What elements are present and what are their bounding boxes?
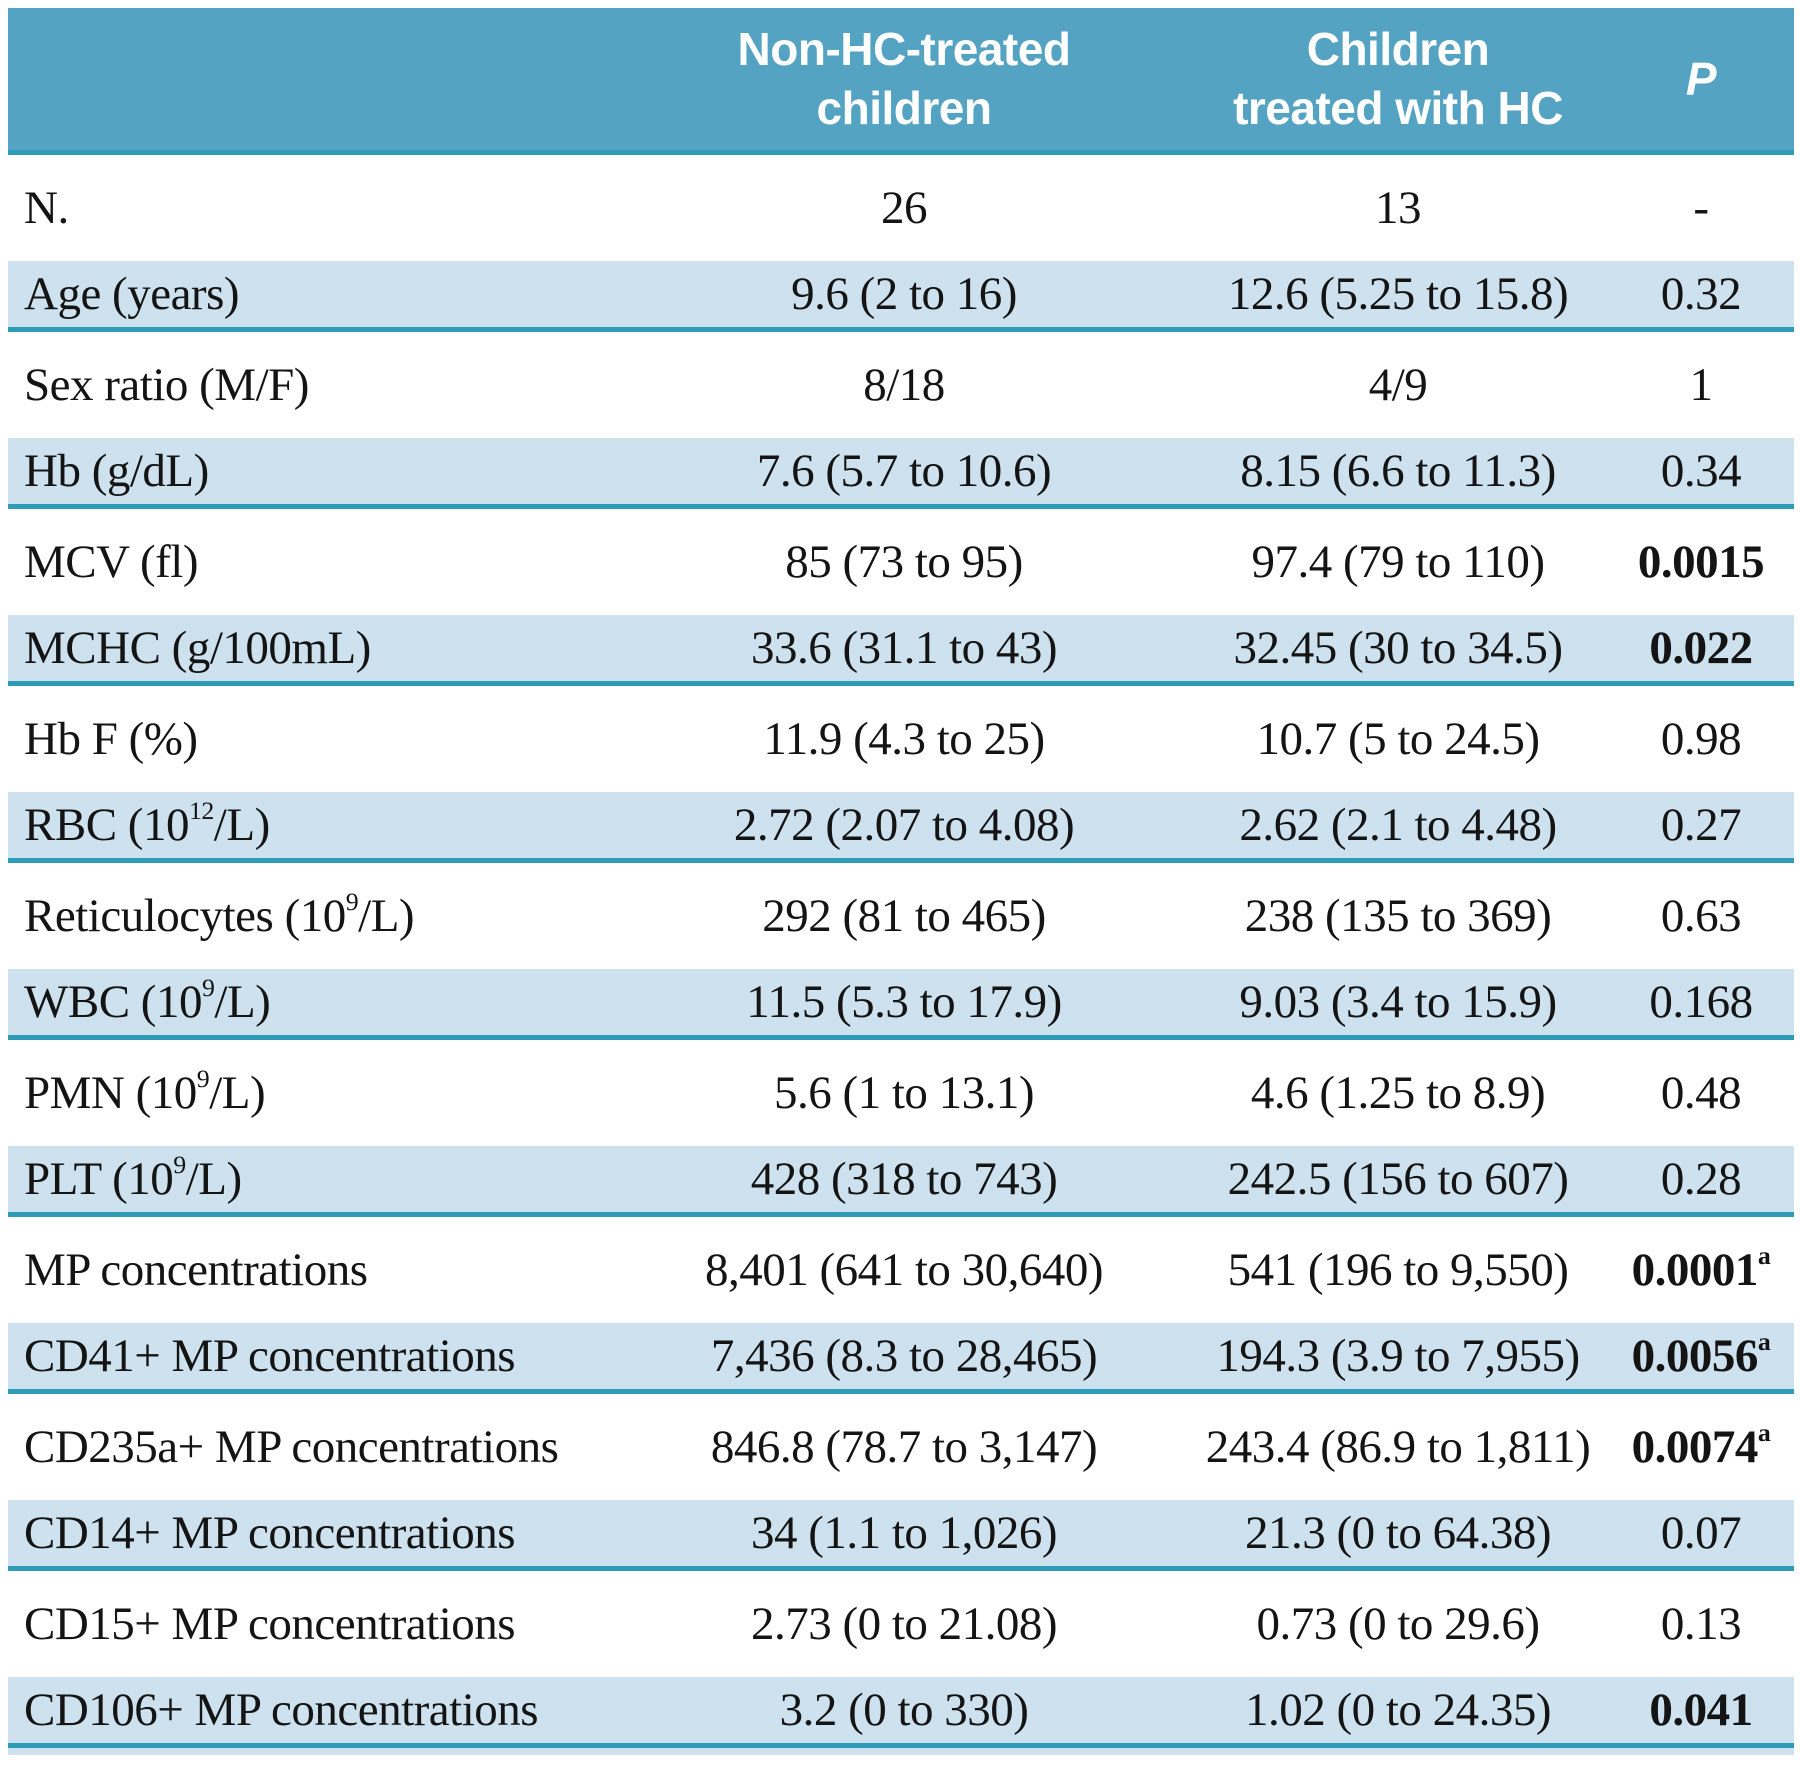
hc-value: 243.4 (86.9 to 1,811): [1205, 1420, 1591, 1473]
row-label: CD41+ MP concentrations: [24, 1329, 516, 1382]
hc-value: 12.6 (5.25 to 15.8): [1227, 267, 1569, 320]
hc-value: 1.02 (0 to 24.35): [1244, 1683, 1552, 1736]
table-row: Hb (g/dL) 7.6 (5.7 to 10.6) 8.15 (6.6 to…: [8, 438, 1794, 509]
row-label: PLT (10 9/L): [24, 1149, 242, 1205]
non-hc-value: 33.6 (31.1 to 43): [750, 621, 1058, 674]
hc-value: 0.73 (0 to 29.6): [1256, 1597, 1540, 1650]
comparison-table: Non-HC-treated children Children treated…: [8, 8, 1794, 1755]
table-body: N. 26 13 - Age (years) 9.6 (2 to 16) 12.…: [8, 155, 1794, 1748]
p-value: 0.98: [1660, 712, 1742, 765]
table-row: Hb F (%) 11.9 (4.3 to 25) 10.7 (5 to 24.…: [8, 686, 1794, 792]
non-hc-value: 292 (81 to 465): [762, 889, 1046, 942]
table-row: CD15+ MP concentrations 2.73 (0 to 21.08…: [8, 1571, 1794, 1677]
non-hc-value: 11.5 (5.3 to 17.9): [746, 975, 1062, 1028]
table-row: PMN (10 9/L) 5.6 (1 to 13.1) 4.6 (1.25 to…: [8, 1040, 1794, 1146]
table-row: MCV (fl) 85 (73 to 95) 97.4 (79 to 110) …: [8, 509, 1794, 615]
p-value: 0.28: [1660, 1152, 1742, 1205]
non-hc-value: 7.6 (5.7 to 10.6): [756, 444, 1052, 497]
table-row: Age (years) 9.6 (2 to 16) 12.6 (5.25 to …: [8, 261, 1794, 332]
non-hc-value: 5.6 (1 to 13.1): [773, 1066, 1035, 1119]
non-hc-value: 8,401 (641 to 30,640): [704, 1243, 1104, 1296]
row-label: RBC (10 12/L): [24, 795, 270, 851]
row-label: CD235a+ MP concentrations: [24, 1420, 559, 1473]
hc-value: 541 (196 to 9,550): [1227, 1243, 1569, 1296]
row-label: N.: [24, 181, 69, 234]
non-hc-value: 9.6 (2 to 16): [791, 267, 1017, 320]
non-hc-value: 85 (73 to 95): [785, 535, 1023, 588]
table-row: Reticulocytes (10 9/L) 292 (81 to 465) 23…: [8, 863, 1794, 969]
row-label: Hb F (%): [24, 712, 198, 765]
row-label: MP concentrations: [24, 1243, 368, 1296]
row-label: CD106+ MP concentrations: [24, 1683, 539, 1736]
header-treated-with-hc: Children treated with HC: [1233, 23, 1563, 134]
table-row: CD41+ MP concentrations 7,436 (8.3 to 28…: [8, 1323, 1794, 1394]
p-value: 0.0056 a: [1631, 1326, 1771, 1382]
header-non-hc-treated: Non-HC-treated children: [737, 23, 1071, 134]
non-hc-value: 2.73 (0 to 21.08): [750, 1597, 1058, 1650]
p-value: 0.0015: [1637, 535, 1765, 588]
row-label: PMN (10 9/L): [24, 1063, 266, 1119]
row-label: WBC (10 9/L): [24, 972, 271, 1028]
row-label: MCV (fl): [24, 535, 199, 588]
row-label: CD15+ MP concentrations: [24, 1597, 516, 1650]
hc-value: 4.6 (1.25 to 8.9): [1250, 1066, 1546, 1119]
hc-value: 238 (135 to 369): [1244, 889, 1552, 942]
non-hc-value: 428 (318 to 743): [750, 1152, 1058, 1205]
p-value: 0.041: [1649, 1683, 1753, 1736]
table-row: Sex ratio (M/F) 8/18 4/9 1: [8, 332, 1794, 438]
row-label: CD14+ MP concentrations: [24, 1506, 516, 1559]
hc-value: 194.3 (3.9 to 7,955): [1216, 1329, 1580, 1382]
hc-value: 4/9: [1368, 358, 1428, 411]
table-row: CD106+ MP concentrations 3.2 (0 to 330) …: [8, 1677, 1794, 1748]
hc-value: 32.45 (30 to 34.5): [1233, 621, 1563, 674]
row-label: Sex ratio (M/F): [24, 358, 309, 411]
table-bottom-strip: [8, 1748, 1794, 1755]
table-header-row: Non-HC-treated children Children treated…: [8, 8, 1794, 155]
p-value: -: [1693, 181, 1709, 234]
non-hc-value: 2.72 (2.07 to 4.08): [733, 798, 1075, 851]
p-value: 0.07: [1660, 1506, 1742, 1559]
p-value: 0.13: [1660, 1597, 1742, 1650]
table-row: CD235a+ MP concentrations 846.8 (78.7 to…: [8, 1394, 1794, 1500]
row-label: MCHC (g/100mL): [24, 621, 371, 674]
p-value: 0.34: [1660, 444, 1742, 497]
non-hc-value: 26: [881, 181, 928, 234]
p-value: 0.48: [1660, 1066, 1742, 1119]
p-value: 0.0074 a: [1631, 1417, 1771, 1473]
row-label: Age (years): [24, 267, 240, 320]
hc-value: 21.3 (0 to 64.38): [1244, 1506, 1552, 1559]
p-value: 0.32: [1660, 267, 1742, 320]
hc-value: 242.5 (156 to 607): [1227, 1152, 1569, 1205]
table-row: MCHC (g/100mL) 33.6 (31.1 to 43) 32.45 (…: [8, 615, 1794, 686]
non-hc-value: 11.9 (4.3 to 25): [763, 712, 1045, 765]
hc-value: 10.7 (5 to 24.5): [1256, 712, 1540, 765]
hc-value: 97.4 (79 to 110): [1251, 535, 1545, 588]
p-value: 0.022: [1649, 621, 1753, 674]
non-hc-value: 34 (1.1 to 1,026): [750, 1506, 1058, 1559]
non-hc-value: 8/18: [863, 358, 945, 411]
p-value: 0.0001 a: [1631, 1240, 1771, 1296]
p-value: 0.168: [1649, 975, 1753, 1028]
non-hc-value: 7,436 (8.3 to 28,465): [710, 1329, 1098, 1382]
p-value: 1: [1689, 358, 1714, 411]
table-row: PLT (10 9/L) 428 (318 to 743) 242.5 (156 …: [8, 1146, 1794, 1217]
hc-value: 2.62 (2.1 to 4.48): [1239, 798, 1557, 851]
table-row: MP concentrations 8,401 (641 to 30,640) …: [8, 1217, 1794, 1323]
non-hc-value: 3.2 (0 to 330): [779, 1683, 1029, 1736]
hc-value: 13: [1375, 181, 1422, 234]
row-label: Reticulocytes (10 9/L): [24, 886, 415, 942]
hc-value: 8.15 (6.6 to 11.3): [1240, 444, 1556, 497]
row-label: Hb (g/dL): [24, 444, 209, 497]
table-row: CD14+ MP concentrations 34 (1.1 to 1,026…: [8, 1500, 1794, 1571]
table-row: N. 26 13 -: [8, 155, 1794, 261]
hc-value: 9.03 (3.4 to 15.9): [1239, 975, 1557, 1028]
p-value: 0.63: [1660, 889, 1742, 942]
header-p-value: P: [1685, 52, 1717, 105]
non-hc-value: 846.8 (78.7 to 3,147): [710, 1420, 1098, 1473]
p-value: 0.27: [1660, 798, 1742, 851]
header-empty-cell: [8, 8, 620, 150]
table-row: WBC (10 9/L) 11.5 (5.3 to 17.9) 9.03 (3.4…: [8, 969, 1794, 1040]
table-row: RBC (10 12/L) 2.72 (2.07 to 4.08) 2.62 (2…: [8, 792, 1794, 863]
